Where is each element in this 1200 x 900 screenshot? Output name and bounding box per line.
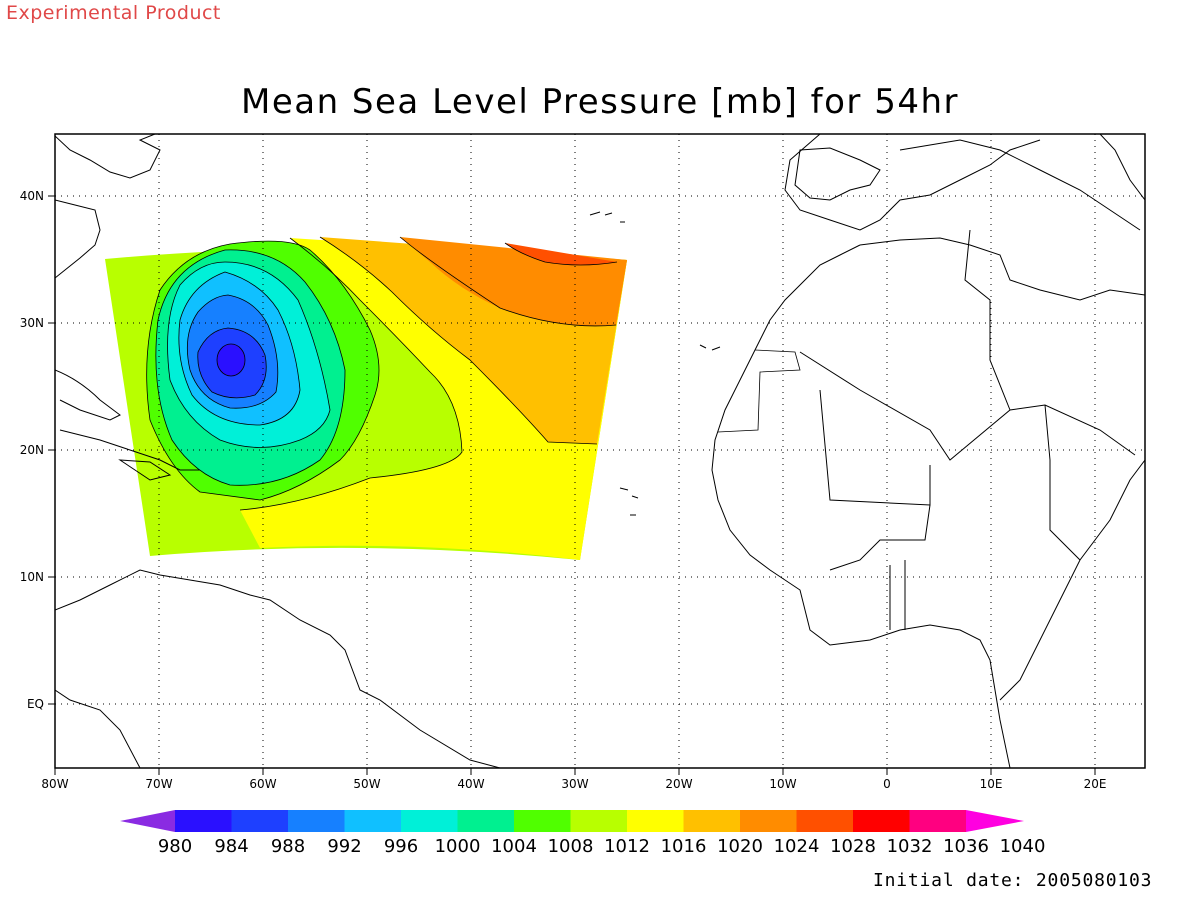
colorbar-swatch — [740, 810, 797, 832]
axis-ticks — [48, 195, 1096, 775]
lon-label: 0 — [883, 777, 891, 791]
map-frame — [54, 133, 1146, 769]
colorbar-swatch — [514, 810, 571, 832]
lat-label: 30N — [20, 316, 44, 330]
colorbar-swatch — [570, 810, 627, 832]
lon-label: 70W — [145, 777, 172, 791]
colorbar-label: 988 — [271, 836, 305, 857]
lon-label: 10W — [769, 777, 796, 791]
colorbar-label: 980 — [158, 836, 192, 857]
lon-label: 20E — [1084, 777, 1107, 791]
colorbar-label: 992 — [327, 836, 361, 857]
initial-date-label: Initial date: 2005080103 — [873, 870, 1153, 891]
colorbar-label: 1024 — [774, 836, 820, 857]
colorbar: 980 984 988 992 996 1000 1004 1008 1012 1016 1020 1… — [120, 810, 1045, 857]
colorbar-swatch — [175, 810, 232, 832]
contour-lines — [146, 236, 618, 511]
colorbar-swatch — [796, 810, 853, 832]
colorbar-label: 984 — [214, 836, 248, 857]
colorbar-label: 1004 — [491, 836, 537, 857]
lat-labels: 40N 30N 20N 10N EQ — [20, 189, 44, 711]
colorbar-swatch — [288, 810, 345, 832]
colorbar-arrow-left — [120, 810, 175, 832]
lon-label: 20W — [665, 777, 692, 791]
colorbar-label: 1000 — [435, 836, 481, 857]
lon-label: 50W — [353, 777, 380, 791]
colorbar-swatch — [401, 810, 458, 832]
colorbar-swatch — [683, 810, 740, 832]
pressure-field — [55, 134, 1145, 768]
colorbar-arrow-right — [966, 810, 1024, 832]
lat-lon-grid — [55, 134, 1145, 768]
lon-label: 10E — [980, 777, 1003, 791]
colorbar-swatch — [909, 810, 966, 832]
lon-label: 80W — [41, 777, 68, 791]
field-1024 — [505, 243, 617, 265]
colorbar-label: 1032 — [887, 836, 933, 857]
colorbar-label: 1028 — [830, 836, 876, 857]
lon-label: 30W — [561, 777, 588, 791]
experimental-product-label: Experimental Product — [6, 2, 221, 24]
lat-label: 10N — [20, 570, 44, 584]
colorbar-label: 1036 — [943, 836, 989, 857]
lon-label: 40W — [457, 777, 484, 791]
field-980 — [217, 344, 245, 376]
lon-labels: 80W 70W 60W 50W 40W 30W 20W 10W 0 10E 20… — [41, 777, 1106, 791]
colorbar-label: 1020 — [717, 836, 763, 857]
lat-label: 40N — [20, 189, 44, 203]
lat-label: 20N — [20, 443, 44, 457]
coastlines — [55, 134, 1145, 768]
colorbar-label: 1040 — [1000, 836, 1046, 857]
colorbar-swatch — [853, 810, 910, 832]
colorbar-label: 1012 — [604, 836, 650, 857]
chart-title: Mean Sea Level Pressure [mb] for 54hr — [240, 82, 960, 122]
lon-label: 60W — [249, 777, 276, 791]
colorbar-label: 1008 — [548, 836, 594, 857]
colorbar-label: 1016 — [661, 836, 707, 857]
lat-label: EQ — [27, 697, 44, 711]
colorbar-swatch — [457, 810, 514, 832]
colorbar-label: 996 — [384, 836, 418, 857]
colorbar-swatch — [231, 810, 288, 832]
colorbar-swatch — [344, 810, 401, 832]
colorbar-swatch — [627, 810, 684, 832]
